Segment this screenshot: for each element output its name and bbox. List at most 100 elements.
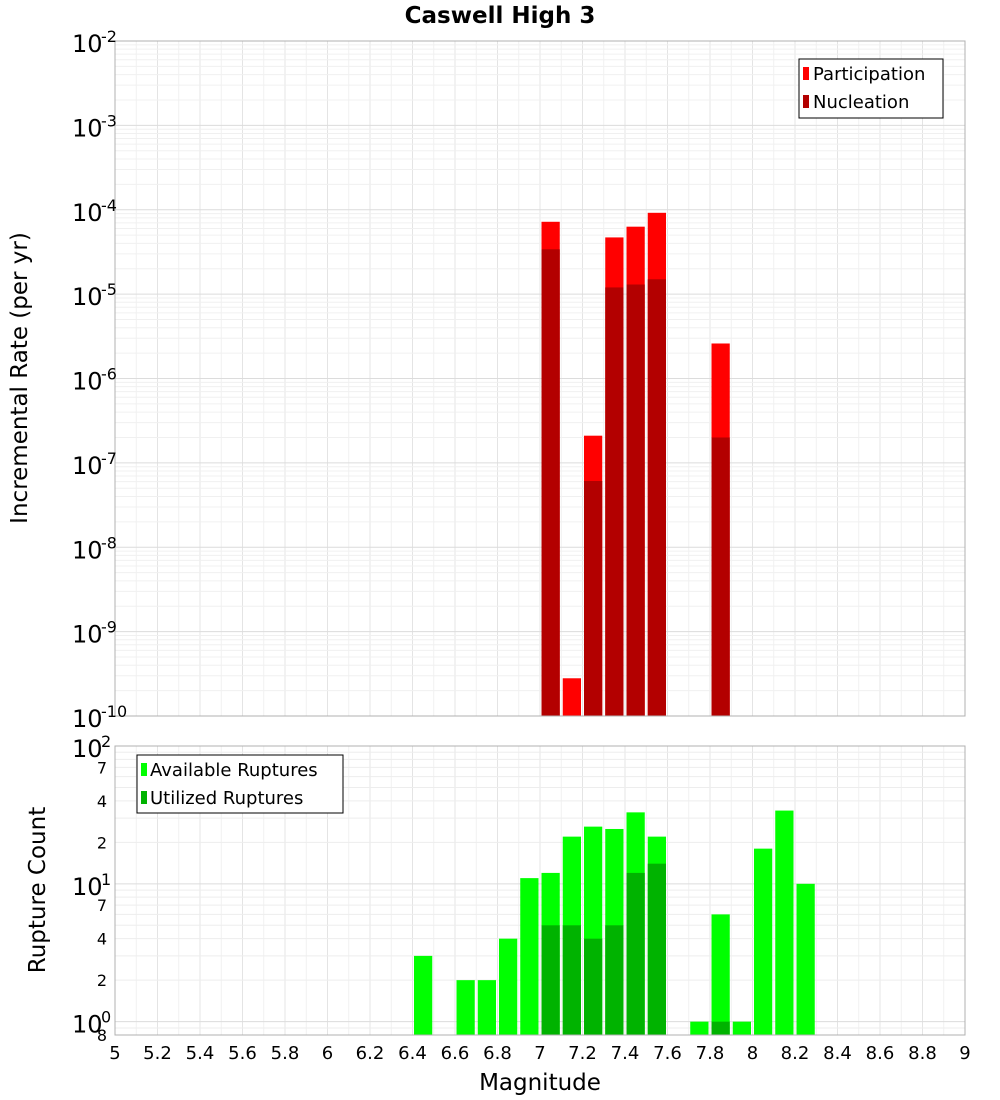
x-tick-label: 7	[534, 1043, 545, 1064]
top-legend-box	[798, 58, 944, 119]
bottom-gridlines	[114, 745, 966, 1036]
top-y-tick-exponent: -9	[101, 618, 117, 637]
bottom-y-minor-tick-label: 8	[97, 1026, 107, 1045]
x-tick-label: 7.8	[696, 1043, 725, 1064]
top-y-axis-label: Incremental Rate (per yr)	[7, 232, 33, 524]
top-y-tick-labels: 10-210-310-410-510-610-710-810-910-10	[72, 27, 127, 733]
bottom-y-tick-exponent: 1	[101, 870, 111, 889]
bottom-y-tick-exponent: 2	[101, 732, 111, 751]
top-gridlines	[114, 41, 966, 717]
top-secondary-bar	[584, 480, 603, 716]
top-y-tick-label: 10	[72, 114, 103, 142]
top-y-tick-exponent: -2	[101, 27, 117, 46]
bottom-y-tick-exponent: 0	[101, 1008, 111, 1027]
bottom-secondary-bar	[584, 938, 603, 1035]
bottom-primary-bar	[456, 980, 475, 1035]
top-y-tick-exponent: -3	[101, 111, 117, 130]
bottom-y-minor-tick-label: 2	[97, 971, 107, 990]
top-secondary-bar	[711, 437, 730, 716]
bottom-secondary-bar	[647, 863, 666, 1035]
x-tick-label: 5.8	[271, 1043, 300, 1064]
top-y-tick-exponent: -6	[101, 365, 117, 384]
available-swatch	[141, 763, 147, 776]
x-tick-label: 7.2	[568, 1043, 597, 1064]
x-tick-label: 7.4	[611, 1043, 640, 1064]
x-tick-label: 6	[322, 1043, 333, 1064]
top-legend: Participation Nucleation	[798, 58, 944, 119]
x-tick-labels: 5 5.2 5.4 5.6 5.8 6 6.2 6.4 6.6 6.8 7 7.2 7.4 7.6 7.8 8…	[109, 1043, 970, 1064]
bottom-secondary-bar	[711, 1021, 730, 1035]
top-y-tick-label: 10	[72, 199, 103, 227]
bottom-primary-bar	[520, 878, 539, 1035]
x-tick-label: 5.2	[143, 1043, 172, 1064]
x-tick-label: 6.8	[483, 1043, 512, 1064]
bottom-secondary-bar	[626, 872, 645, 1035]
bottom-y-minor-tick-label: 7	[97, 758, 107, 777]
bottom-primary-bar	[414, 955, 433, 1035]
x-tick-label: 8.6	[866, 1043, 895, 1064]
bottom-primary-bar	[775, 810, 794, 1035]
bottom-y-tick-label: 10	[72, 1011, 103, 1039]
bottom-primary-bar	[477, 980, 496, 1035]
top-primary-bar	[562, 678, 581, 716]
bottom-primary-bar	[499, 938, 518, 1035]
x-tick-label: 5.4	[186, 1043, 215, 1064]
top-y-tick-label: 10	[72, 30, 103, 58]
top-plot-frame	[114, 40, 966, 717]
x-tick-label: 7.6	[653, 1043, 682, 1064]
utilized-swatch	[141, 791, 147, 804]
x-tick-label: 8.8	[908, 1043, 937, 1064]
available-legend-label: Available Ruptures	[150, 760, 318, 781]
bottom-primary-bar	[711, 914, 730, 1035]
top-y-tick-exponent: -7	[101, 449, 117, 468]
x-tick-label: 5	[109, 1043, 120, 1064]
top-y-tick-label: 10	[72, 536, 103, 564]
utilized-legend-label: Utilized Ruptures	[150, 788, 303, 809]
bottom-y-tick-label: 10	[72, 735, 103, 763]
x-tick-label: 8.4	[823, 1043, 852, 1064]
top-y-tick-label: 10	[72, 621, 103, 649]
x-tick-label: 8.2	[781, 1043, 810, 1064]
top-y-tick-exponent: -4	[101, 196, 117, 215]
x-tick-label: 6.2	[356, 1043, 385, 1064]
x-tick-label: 6.4	[398, 1043, 427, 1064]
top-y-tick-label: 10	[72, 283, 103, 311]
bottom-primary-bar	[754, 848, 773, 1035]
top-y-tick-label: 10	[72, 705, 103, 733]
nucleation-swatch	[803, 95, 809, 108]
bottom-secondary-bar	[562, 925, 581, 1035]
top-y-tick-label: 10	[72, 452, 103, 480]
top-y-tick-exponent: -5	[101, 280, 117, 299]
top-bars	[541, 212, 730, 716]
top-secondary-bar	[626, 284, 645, 716]
bottom-y-axis-label: Rupture Count	[25, 807, 51, 973]
x-tick-label: 5.6	[228, 1043, 257, 1064]
participation-legend-label: Participation	[813, 64, 925, 85]
bottom-y-minor-tick-label: 7	[97, 896, 107, 915]
nucleation-legend-label: Nucleation	[813, 92, 909, 113]
bottom-y-minor-tick-label: 2	[97, 833, 107, 852]
bottom-secondary-bar	[541, 925, 560, 1035]
top-y-tick-label: 10	[72, 368, 103, 396]
bottom-secondary-bar	[605, 925, 624, 1035]
x-tick-label: 8	[747, 1043, 758, 1064]
x-tick-label: 9	[959, 1043, 970, 1064]
top-secondary-bar	[605, 287, 624, 716]
x-axis-label: Magnitude	[479, 1070, 601, 1096]
top-secondary-bar	[647, 279, 666, 716]
bottom-y-tick-label: 10	[72, 873, 103, 901]
bottom-bars	[414, 810, 815, 1035]
x-tick-label: 6.6	[441, 1043, 470, 1064]
participation-swatch	[803, 67, 809, 80]
bottom-legend: Available Ruptures Utilized Ruptures	[136, 754, 344, 814]
bottom-primary-bar	[732, 1021, 751, 1035]
bottom-y-minor-tick-label: 4	[97, 930, 107, 949]
bottom-legend-box	[136, 754, 344, 814]
top-secondary-bar	[541, 249, 560, 716]
bottom-primary-bar	[690, 1021, 709, 1035]
top-y-tick-exponent: -8	[101, 533, 117, 552]
bottom-primary-bar	[796, 883, 815, 1035]
